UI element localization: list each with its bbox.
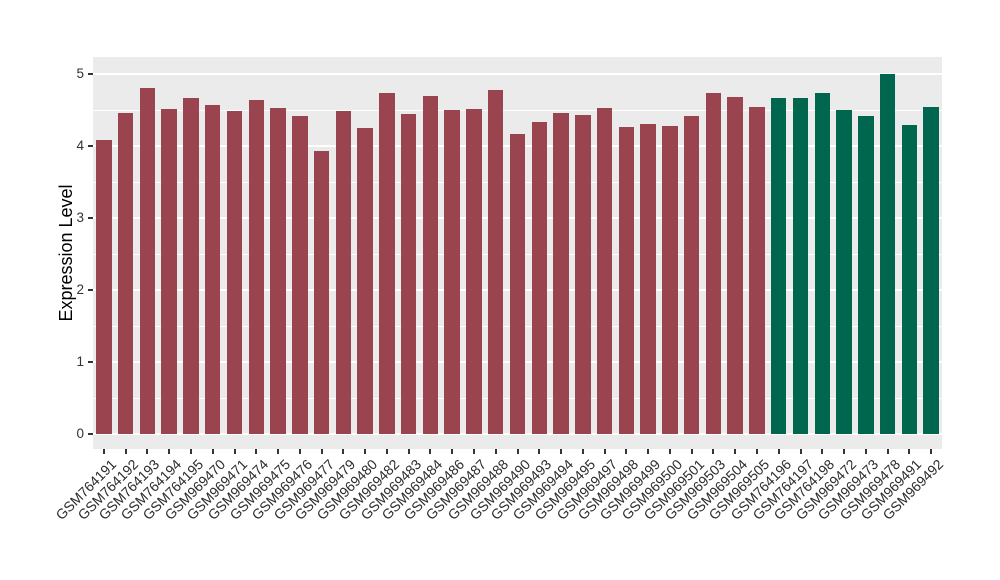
plot-panel [93,57,942,449]
y-tick-mark [88,217,93,219]
bar-GSM969479 [335,111,352,434]
x-tick-mark [821,449,824,454]
y-axis-title: Expression Level [56,184,76,322]
bar-GSM969493 [531,121,548,434]
x-tick-mark [102,449,105,454]
bar-GSM969500 [662,125,678,434]
x-tick-mark [451,449,454,454]
x-tick-mark [647,449,650,454]
bar-GSM764196 [770,98,787,434]
x-tick-mark [189,449,192,454]
x-tick-mark [298,449,301,454]
x-tick-mark [843,449,846,454]
x-tick-mark [560,449,563,454]
y-tick-mark [88,289,93,291]
x-tick-mark [690,449,693,454]
y-tick-mark [88,361,93,363]
y-tick-label: 3 [76,210,84,225]
bar-GSM969482 [379,92,395,434]
bar-GSM969470 [204,104,221,434]
bar-GSM969490 [509,133,526,434]
x-tick-mark [320,449,323,454]
x-tick-mark [429,449,432,454]
y-tick-mark [88,145,93,147]
x-tick-mark [581,449,584,454]
bar-GSM969499 [640,123,656,434]
x-tick-mark [908,449,911,454]
minor-gridline [93,109,942,111]
x-tick-mark [168,449,171,454]
x-tick-mark [472,449,475,454]
bar-GSM969498 [618,126,635,434]
x-tick-mark [668,449,671,454]
major-gridline [93,73,942,75]
bar-GSM969473 [858,116,874,434]
x-tick-mark [799,449,802,454]
x-tick-mark [385,449,388,454]
bar-GSM969501 [683,115,700,434]
bar-GSM969475 [270,107,286,434]
x-tick-mark [494,449,497,454]
bar-GSM969497 [596,107,613,434]
bar-GSM969483 [400,113,417,434]
y-tick-mark [88,433,93,435]
bar-GSM969480 [357,128,373,434]
x-tick-mark [755,449,758,454]
bar-GSM969476 [292,116,308,434]
y-tick-label: 4 [76,138,84,153]
y-tick-mark [88,73,93,75]
x-tick-mark [886,449,889,454]
x-tick-mark [930,449,933,454]
bar-GSM969491 [901,125,918,434]
bar-GSM764194 [161,109,177,434]
bar-GSM969487 [466,109,482,434]
x-tick-mark [625,449,628,454]
bar-GSM969504 [727,97,743,434]
x-tick-mark [364,449,367,454]
bar-GSM969478 [879,74,896,434]
bar-GSM969486 [444,110,460,434]
bar-GSM969477 [313,151,330,434]
bar-GSM764191 [96,140,112,434]
x-tick-mark [211,449,214,454]
y-tick-label: 2 [76,282,84,297]
x-tick-mark [864,449,867,454]
x-tick-mark [538,449,541,454]
bar-GSM969495 [575,115,591,434]
bar-GSM969474 [248,99,265,434]
bar-GSM969492 [923,107,939,434]
bar-GSM969505 [749,107,765,434]
x-tick-mark [777,449,780,454]
y-tick-label: 0 [76,426,84,441]
x-tick-mark [277,449,280,454]
bar-GSM969488 [487,89,504,434]
bar-GSM764193 [139,87,156,434]
bar-GSM969503 [705,92,722,434]
y-tick-label: 1 [76,354,84,369]
x-tick-mark [146,449,149,454]
x-tick-mark [342,449,345,454]
bar-GSM969472 [836,110,852,434]
bar-GSM969471 [226,110,243,434]
x-tick-mark [407,449,410,454]
bar-GSM969484 [422,96,439,434]
x-tick-mark [516,449,519,454]
x-tick-mark [734,449,737,454]
bar-GSM764198 [814,93,831,434]
bar-GSM764192 [117,112,134,434]
bar-GSM969494 [553,112,569,434]
y-tick-label: 5 [76,66,84,81]
x-tick-mark [712,449,715,454]
x-tick-mark [603,449,606,454]
x-tick-mark [233,449,236,454]
bar-GSM764197 [792,98,809,434]
x-tick-mark [255,449,258,454]
bar-GSM764195 [183,98,199,434]
major-gridline [93,433,942,435]
x-tick-mark [124,449,127,454]
